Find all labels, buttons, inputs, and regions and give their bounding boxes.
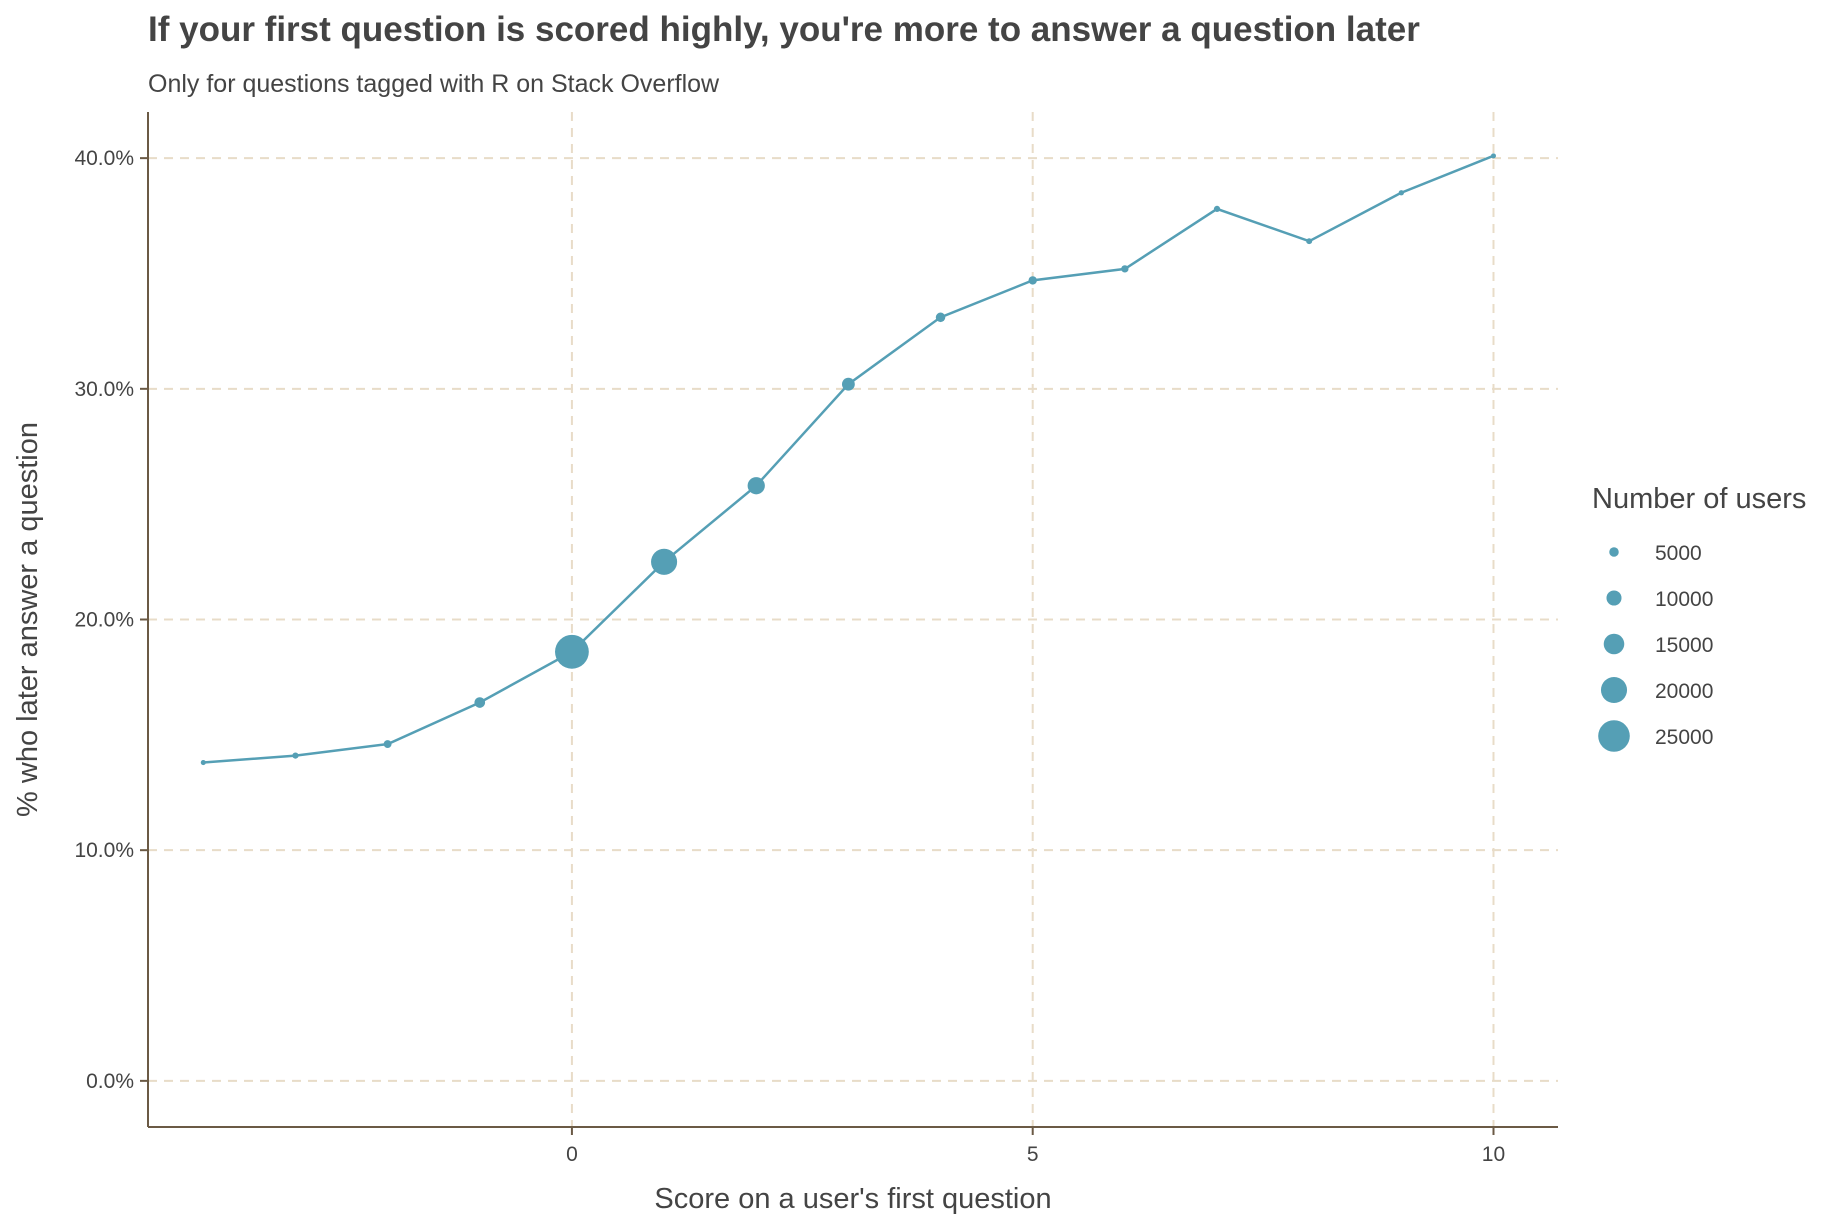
series	[200, 153, 1496, 766]
y-tick-label: 30.0%	[74, 378, 134, 401]
legend-key	[1609, 547, 1619, 557]
legend-key	[1606, 590, 1622, 606]
grid-lines	[148, 112, 1558, 1127]
legend-label: 15000	[1655, 634, 1713, 657]
axes	[140, 112, 1558, 1135]
legend-key	[1600, 676, 1628, 704]
chart-title: If your first question is scored highly,…	[148, 10, 1420, 49]
y-axis-title: % who later answer a question	[12, 422, 44, 817]
data-point	[935, 312, 946, 323]
y-tick-label: 0.0%	[86, 1070, 134, 1093]
data-point	[651, 548, 678, 575]
data-point	[1490, 153, 1496, 159]
legend-key	[1603, 633, 1625, 655]
data-point	[1121, 265, 1129, 273]
series-line	[203, 154, 1494, 764]
data-point	[841, 377, 855, 391]
tick-labels: 0.0% 10.0% 20.0% 30.0% 40.0% 0 5 10	[74, 147, 1505, 1166]
data-point	[555, 634, 589, 669]
chart-subtitle: Only for questions tagged with R on Stac…	[148, 70, 720, 98]
y-tick-label: 20.0%	[74, 609, 134, 632]
legend-label: 5000	[1655, 542, 1702, 565]
legend-key	[1598, 720, 1630, 752]
x-tick-label: 5	[1027, 1143, 1039, 1166]
legend-label: 10000	[1655, 588, 1713, 611]
data-point	[292, 752, 299, 759]
legend-title: Number of users	[1592, 483, 1806, 515]
y-tick-label: 10.0%	[74, 839, 134, 862]
y-tick-label: 40.0%	[74, 147, 134, 170]
data-point	[1213, 205, 1221, 212]
legend-label: 25000	[1655, 726, 1713, 749]
x-tick-label: 10	[1482, 1143, 1505, 1166]
data-point	[1398, 190, 1404, 196]
x-tick-label: 0	[566, 1143, 578, 1166]
legend: Number of users 5000 10000 15000 20000 25000	[1592, 483, 1806, 752]
data-point	[1306, 238, 1313, 245]
legend-label: 20000	[1655, 680, 1713, 703]
data-point	[474, 697, 486, 708]
data-point	[747, 477, 765, 495]
data-point	[1028, 276, 1037, 285]
data-point	[383, 740, 392, 749]
x-axis-title: Score on a user's first question	[654, 1183, 1051, 1215]
data-point	[200, 759, 206, 766]
